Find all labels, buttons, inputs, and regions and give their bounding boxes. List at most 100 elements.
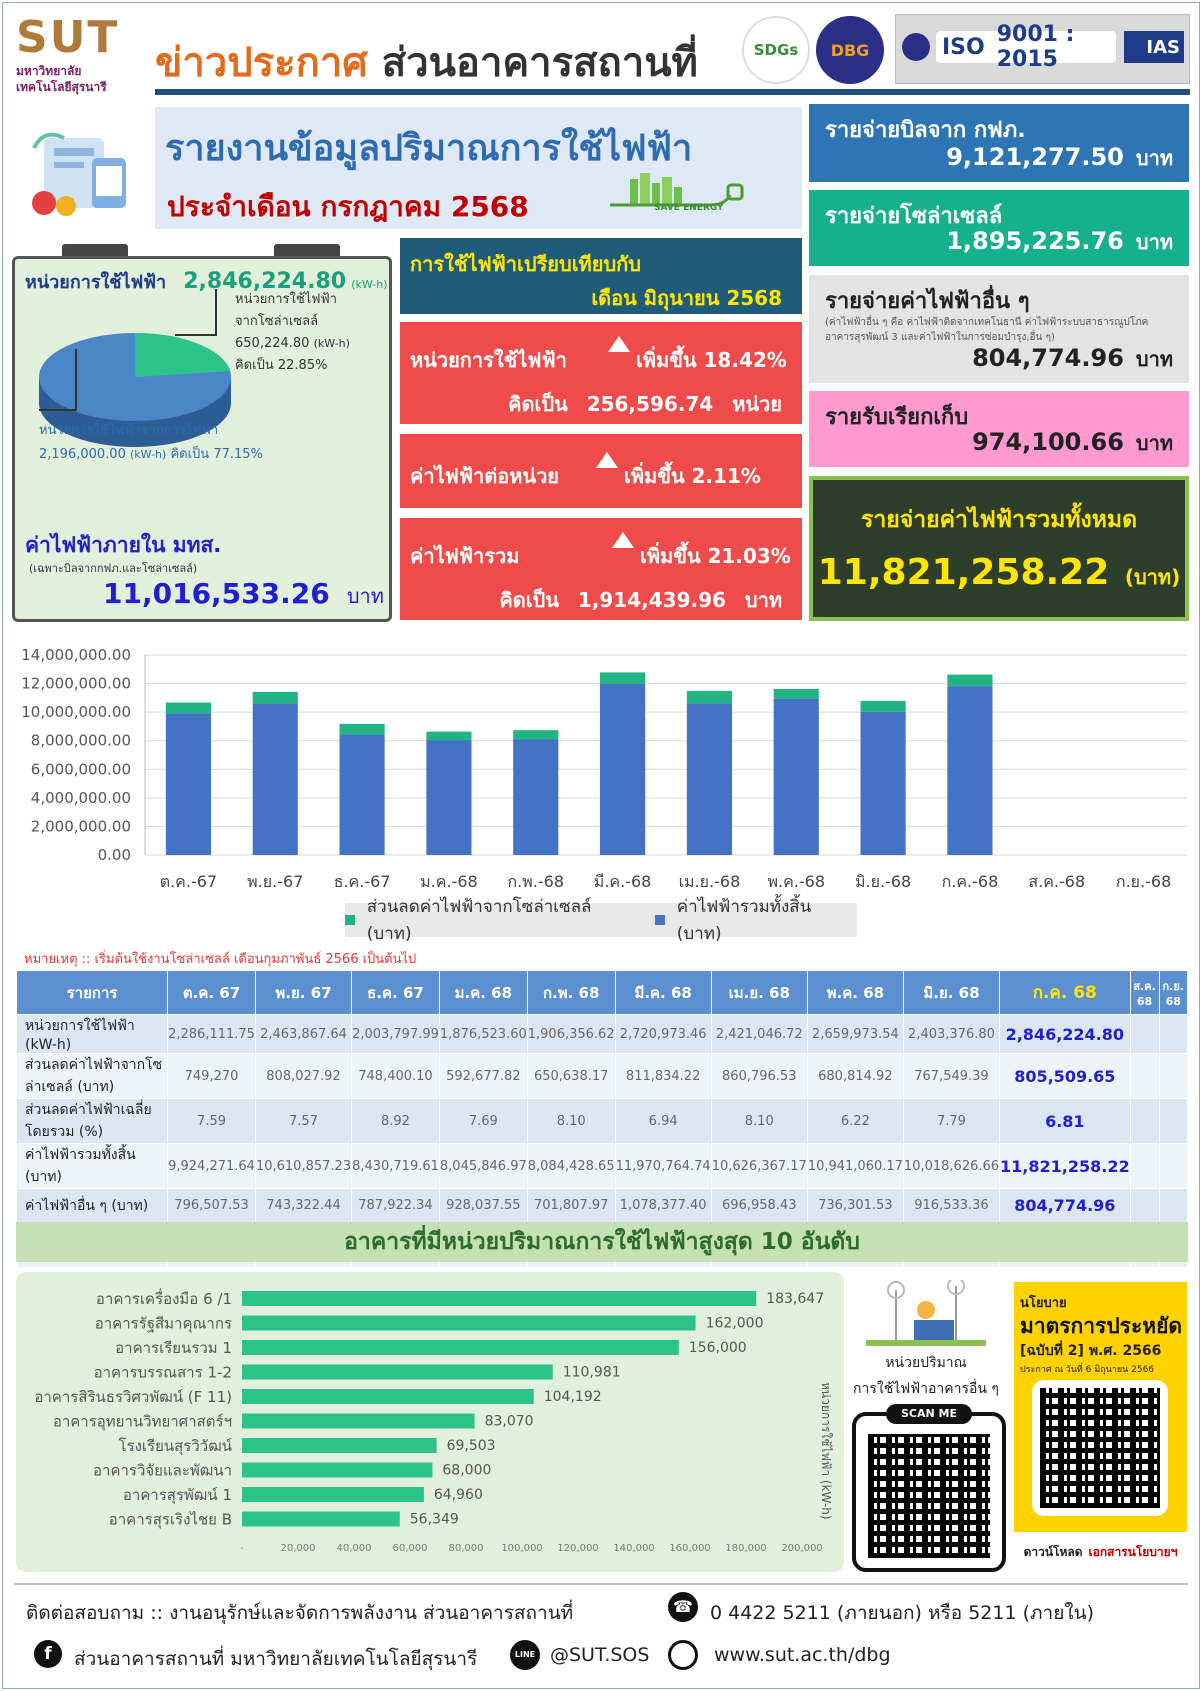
top10-x-tick: 180,000 bbox=[725, 1543, 766, 1554]
footer-website[interactable]: www.sut.ac.th/dbg bbox=[714, 1644, 891, 1666]
footer-phone[interactable]: 0 4422 5211 (ภายนอก) หรือ 5211 (ภายใน) bbox=[710, 1602, 1094, 1624]
table-cell: 6.94 bbox=[614, 1098, 712, 1144]
table-cell-empty bbox=[1158, 1014, 1189, 1054]
table-row: ค่าไฟฟ้าอื่น ๆ (บาท) 796,507.53 743,322.44… bbox=[15, 1188, 1189, 1223]
table-cell: 2,403,376.80 bbox=[902, 1014, 1001, 1054]
table-cell: 1,906,356.62 bbox=[526, 1014, 616, 1054]
table-cell-current: 805,509.65 bbox=[999, 1053, 1131, 1099]
y-tick-label: 10,000,000.00 bbox=[21, 703, 131, 721]
table-cell: 11,970,764.74 bbox=[614, 1143, 712, 1189]
table-cell: 2,286,111.75 bbox=[167, 1014, 256, 1054]
footer-facebook[interactable]: ส่วนอาคารสถานที่ มหาวิทยาลัยเทคโนโลยีสุร… bbox=[74, 1648, 478, 1670]
table-head-label: รายการ bbox=[15, 970, 169, 1015]
table-cell: 6.22 bbox=[806, 1098, 904, 1144]
policy-card[interactable]: นโยบาย มาตรการประหยัด [ฉบับที่ 2] พ.ศ. 2… bbox=[1014, 1282, 1187, 1572]
table-cell-empty bbox=[1129, 1143, 1160, 1189]
table-row-label: ส่วนลดค่าไฟฟ้าเฉลี่ยโดยรวม (%) bbox=[15, 1098, 169, 1144]
panel-tab-left bbox=[62, 244, 128, 256]
income-box: รายรับเรียกเก็บ 974,100.66 บาท bbox=[809, 391, 1189, 467]
legend-solar-label: ส่วนลดค่าไฟฟ้าจากโซล่าเซลล์ (บาท) bbox=[366, 897, 592, 944]
top10-value-label: 68,000 bbox=[442, 1463, 491, 1479]
table-head-month: ธ.ค. 67 bbox=[351, 970, 440, 1015]
globe-icon[interactable] bbox=[668, 1640, 698, 1670]
top10-building-label: อาคารอุทยานวิทยาศาสตร์ฯ bbox=[53, 1413, 232, 1432]
top10-building-label: อาคารสุรพัฒน์ 1 bbox=[123, 1486, 232, 1505]
bar-total-cost bbox=[686, 703, 732, 855]
header-divider bbox=[155, 89, 1190, 95]
table-head-month: มิ.ย. 68 bbox=[902, 970, 1001, 1015]
page-title: ข่าวประกาศ ส่วนอาคารสถานที่ bbox=[155, 40, 698, 86]
x-tick-label: ก.พ.-68 bbox=[507, 872, 564, 891]
compare-header: การใช้ไฟฟ้าเปรียบเทียบกับ เดือน มิถุนายน… bbox=[400, 238, 802, 314]
policy-download-link[interactable]: เอกสารนโยบายฯ bbox=[1088, 1544, 1178, 1559]
table-cell: 8.10 bbox=[526, 1098, 616, 1144]
table-head-month-empty: ส.ค. 68 bbox=[1129, 970, 1160, 1015]
line-icon[interactable]: LINE bbox=[510, 1640, 540, 1670]
pie-callout-solar-h bbox=[175, 334, 217, 336]
table-cell: 8.92 bbox=[351, 1098, 440, 1144]
units-pie-chart bbox=[39, 333, 231, 447]
table-cell: 701,807.97 bbox=[526, 1188, 616, 1223]
legend-total-swatch bbox=[655, 915, 665, 925]
legend-total-label: ค่าไฟฟ้ารวมทั้งสิ้น (บาท) bbox=[676, 897, 812, 944]
y-tick-label: 6,000,000.00 bbox=[31, 760, 131, 778]
table-cell: 736,301.53 bbox=[806, 1188, 904, 1223]
top10-x-tick: 80,000 bbox=[449, 1543, 484, 1554]
table-cell: 2,659,973.54 bbox=[806, 1014, 904, 1054]
top10-bar bbox=[242, 1291, 757, 1306]
x-tick-label: ก.ย.-68 bbox=[1116, 872, 1171, 891]
table-cell: 10,610,857.23 bbox=[254, 1143, 353, 1189]
phone-icon: ☎ bbox=[668, 1592, 698, 1622]
top10-x-tick: 140,000 bbox=[613, 1543, 654, 1554]
top10-bar-chart: อาคารเครื่องมือ 6 /1 183,647 อาคารรัฐสีมาค… bbox=[34, 1288, 833, 1554]
top10-bar bbox=[242, 1438, 437, 1453]
table-head-current-month: ก.ค. 68 bbox=[999, 970, 1131, 1015]
qr-code[interactable] bbox=[868, 1434, 990, 1558]
table-cell: 650,638.17 bbox=[526, 1053, 616, 1099]
table-cell: 928,037.55 bbox=[438, 1188, 528, 1223]
table-cell-empty bbox=[1129, 1098, 1160, 1144]
increase-arrow-icon bbox=[596, 452, 618, 468]
table-head-month: เม.ย. 68 bbox=[710, 970, 808, 1015]
table-cell: 680,814.92 bbox=[806, 1053, 904, 1099]
policy-qr-code[interactable] bbox=[1040, 1388, 1160, 1508]
sut-logo: SUT มหาวิทยาลัย เทคโนโลยีสุรนารี bbox=[16, 12, 120, 94]
bar-total-cost bbox=[252, 703, 298, 855]
top10-x-tick: 120,000 bbox=[557, 1543, 598, 1554]
table-cell: 748,400.10 bbox=[351, 1053, 440, 1099]
table-row-label: ส่วนลดค่าไฟฟ้าจากโซล่าเซลล์ (บาท) bbox=[15, 1053, 169, 1099]
top10-value-label: 162,000 bbox=[706, 1316, 764, 1332]
y-tick-label: 8,000,000.00 bbox=[31, 732, 131, 750]
table-cell: 767,549.39 bbox=[902, 1053, 1001, 1099]
table-cell: 860,796.53 bbox=[710, 1053, 808, 1099]
table-row-label: ค่าไฟฟ้ารวมทั้งสิ้น (บาท) bbox=[15, 1143, 169, 1189]
units-panel: หน่วยการใช้ไฟฟ้า 2,846,224.80 (kW-h) หน่… bbox=[12, 256, 392, 622]
table-row: ส่วนลดค่าไฟฟ้าเฉลี่ยโดยรวม (%) 7.59 7.57 8.… bbox=[15, 1098, 1189, 1144]
top10-value-label: 83,070 bbox=[485, 1414, 534, 1430]
table-cell: 8,045,846.97 bbox=[438, 1143, 528, 1189]
increase-arrow-icon bbox=[608, 336, 630, 352]
top10-value-label: 183,647 bbox=[766, 1291, 824, 1307]
table-cell-empty bbox=[1129, 1188, 1160, 1223]
bar-solar-discount bbox=[947, 674, 993, 687]
top10-bar bbox=[242, 1389, 534, 1404]
x-tick-label: ม.ค.-68 bbox=[420, 872, 478, 891]
table-cell: 7.59 bbox=[167, 1098, 256, 1144]
compare-cost-box: ค่าไฟฟ้ารวม เพิ่มขึ้น 21.03% คิดเป็น 1,9… bbox=[400, 518, 802, 620]
scan-me-qr-card[interactable]: SCAN ME bbox=[852, 1404, 1006, 1572]
bar-total-cost bbox=[426, 740, 472, 855]
footer-line-id[interactable]: @SUT.SOS bbox=[550, 1644, 650, 1666]
table-head-month: พ.ย. 67 bbox=[254, 970, 353, 1015]
y-tick-label: 12,000,000.00 bbox=[21, 675, 131, 693]
table-cell-empty bbox=[1158, 1143, 1189, 1189]
top10-building-label: อาคารรัฐสีมาคุณากร bbox=[95, 1315, 232, 1334]
top10-building-label: อาคารเครื่องมือ 6 /1 bbox=[96, 1288, 232, 1308]
table-cell-current: 804,774.96 bbox=[999, 1188, 1131, 1223]
other-buildings-label: หน่วยปริมาณ การใช้ไฟฟ้าอาคารอื่น ๆ bbox=[853, 1355, 999, 1397]
facebook-icon[interactable]: f bbox=[34, 1640, 62, 1668]
top10-x-tick: 100,000 bbox=[501, 1543, 542, 1554]
top10-x-tick: 200,000 bbox=[781, 1543, 822, 1554]
top10-bar bbox=[242, 1511, 400, 1527]
table-cell-empty bbox=[1158, 1053, 1189, 1099]
top10-building-label: อาคารสุรเริงไชย B bbox=[109, 1511, 232, 1530]
